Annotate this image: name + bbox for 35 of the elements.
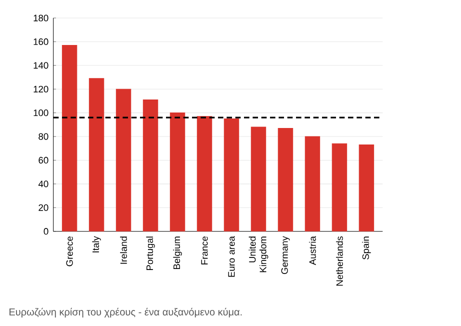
bar bbox=[278, 128, 294, 232]
y-tick-label: 40 bbox=[38, 180, 48, 188]
x-tick-label: Ireland bbox=[120, 236, 127, 264]
x-tick-label: France bbox=[201, 236, 208, 264]
y-tick-label: 20 bbox=[38, 204, 48, 211]
x-tick-label: Netherlands bbox=[336, 236, 343, 286]
x-tick-label: Belgium bbox=[173, 236, 182, 269]
y-tick-label: 0 bbox=[44, 228, 48, 235]
bar bbox=[332, 143, 348, 232]
x-tick-label: Greece bbox=[66, 236, 73, 266]
y-tick-label: 80 bbox=[38, 133, 48, 140]
y-tick-label: 60 bbox=[38, 156, 48, 164]
x-tick-label: Portugal bbox=[146, 236, 155, 270]
y-tick-label: 140 bbox=[34, 62, 48, 69]
y-tick-label: 120 bbox=[34, 86, 48, 92]
bar bbox=[170, 112, 186, 232]
x-tick-label: Austria bbox=[309, 236, 316, 266]
text: Ευρωζώνη κρίση του χρέους - ένα αυξανόμενο κύμα. bbox=[10, 308, 242, 318]
y-tick-label: 100 bbox=[34, 110, 48, 116]
bar bbox=[142, 100, 158, 232]
x-tick-label: Spain bbox=[362, 236, 371, 260]
bar bbox=[196, 116, 212, 232]
bar bbox=[250, 126, 266, 232]
bar bbox=[304, 136, 320, 232]
y-tick-label: 160 bbox=[34, 38, 48, 46]
bar bbox=[116, 88, 132, 232]
x-tick-label: Euro area bbox=[228, 236, 235, 277]
bar bbox=[62, 44, 78, 232]
x-tick-label: United Kingdom bbox=[248, 236, 268, 272]
x-tick-label: Italy bbox=[92, 236, 101, 252]
bar bbox=[88, 78, 104, 232]
y-tick-label: 180 bbox=[34, 14, 48, 22]
bar bbox=[224, 118, 240, 232]
x-tick-label: Germany bbox=[281, 236, 290, 274]
bar bbox=[358, 144, 374, 232]
